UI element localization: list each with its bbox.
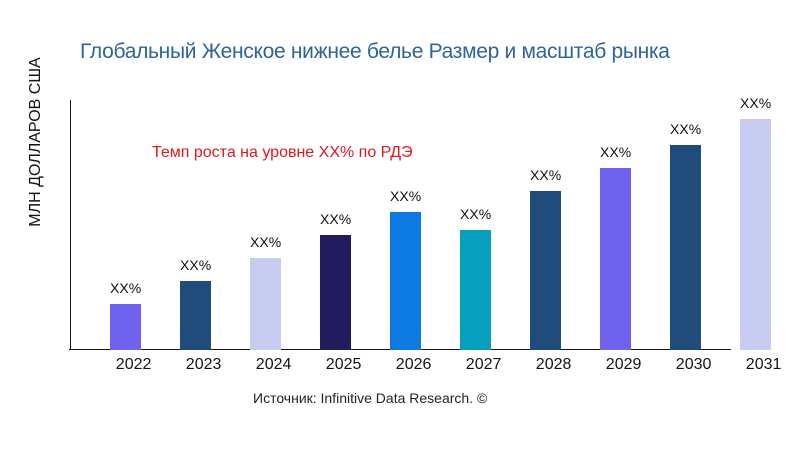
growth-rate-annotation: Темп роста на уровне XX% по РДЭ — [152, 144, 413, 161]
bar-2026 — [390, 211, 422, 351]
x-tick-label-2025: 2025 — [325, 355, 362, 373]
x-tick-label-2031: 2031 — [745, 355, 782, 373]
y-axis-line — [69, 99, 72, 351]
x-tick-label-2029: 2029 — [605, 355, 642, 373]
value-label-2030: XX% — [670, 120, 702, 137]
bar-2030 — [670, 144, 702, 351]
value-label-2028: XX% — [530, 167, 562, 183]
bar-2031 — [740, 119, 772, 351]
value-label-2022: XX% — [110, 280, 142, 297]
bar-2025 — [320, 234, 352, 351]
value-label-2031: XX% — [740, 95, 772, 112]
value-label-2026: XX% — [390, 187, 422, 204]
value-label-2024: XX% — [250, 234, 282, 250]
value-label-2025: XX% — [320, 210, 352, 227]
x-tick-label-2030: 2030 — [675, 355, 712, 373]
bar-2023 — [180, 281, 212, 351]
bar-2029 — [600, 167, 632, 351]
x-tick-label-2028: 2028 — [535, 355, 572, 373]
bar-2022 — [110, 304, 142, 351]
x-tick-label-2027: 2027 — [465, 355, 502, 373]
x-tick-label-2023: 2023 — [185, 355, 222, 373]
x-tick-label-2022: 2022 — [115, 355, 152, 373]
bar-2028 — [530, 191, 562, 351]
source-caption: Источник: Infinitive Data Research. © — [253, 390, 488, 406]
x-tick-label-2026: 2026 — [395, 355, 432, 373]
value-label-2023: XX% — [180, 257, 212, 274]
value-label-2029: XX% — [600, 143, 632, 160]
value-label-2027: XX% — [460, 206, 492, 223]
x-tick-label-2024: 2024 — [255, 355, 292, 373]
bar-2024 — [250, 258, 282, 351]
bar-2027 — [460, 230, 492, 351]
chart-title: Глобальный Женское нижнее белье Размер и… — [80, 40, 670, 63]
